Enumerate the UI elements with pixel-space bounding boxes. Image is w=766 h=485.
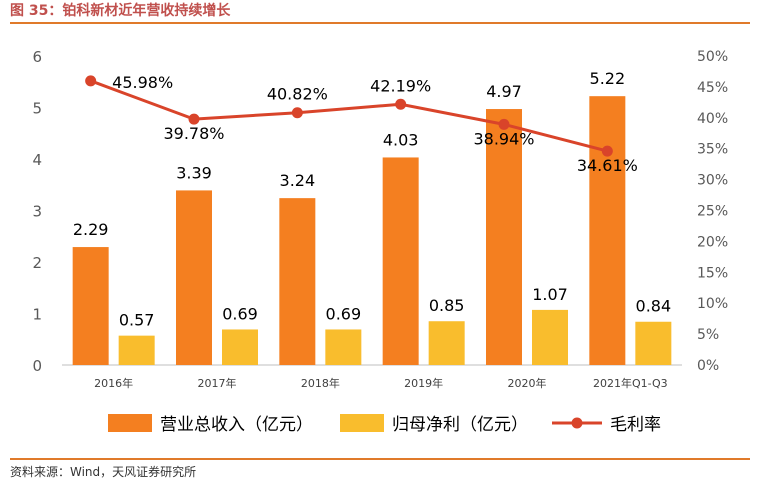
y-tick-label: 4	[32, 151, 42, 169]
y2-tick-label: 35%	[697, 142, 728, 158]
net-profit-data-label: 0.57	[119, 311, 155, 330]
y2-tick-label: 20%	[697, 234, 728, 250]
y-tick-label: 5	[32, 100, 42, 118]
revenue-bar	[486, 109, 522, 365]
legend-label-revenue: 营业总收入（亿元）	[160, 415, 313, 435]
gross-margin-point	[188, 113, 200, 125]
revenue-data-label: 3.39	[176, 163, 212, 182]
x-tick-label: 2016年	[94, 376, 133, 390]
revenue-data-label: 4.97	[486, 82, 522, 101]
x-tick-label: 2019年	[404, 376, 443, 390]
y2-tick-label: 0%	[697, 358, 719, 374]
gross-margin-data-label: 45.98%	[112, 73, 173, 92]
gross-margin-point	[291, 107, 303, 119]
y2-tick-label: 15%	[697, 265, 728, 281]
gross-margin-line	[90, 79, 608, 153]
net-profit-data-label: 0.69	[222, 304, 258, 323]
y2-tick-label: 45%	[697, 80, 728, 96]
net-profit-data-label: 1.07	[532, 285, 568, 304]
y2-tick-label: 10%	[697, 296, 728, 312]
net-profit-data-label: 0.84	[636, 297, 672, 316]
y2-tick-label: 5%	[697, 327, 719, 343]
y-tick-label: 0	[32, 357, 42, 375]
gross-margin-point	[395, 98, 407, 110]
y-tick-label: 1	[32, 306, 42, 324]
chart-axes: 0 1 2 3 4 5 6 0% 5% 10% 15% 20% 25% 30% 35% 40% 45% 50% 20…	[32, 48, 728, 390]
legend-swatch-margin-point	[571, 417, 583, 429]
net-profit-data-label: 0.69	[326, 304, 362, 323]
top-divider	[10, 22, 750, 24]
x-tick-label: 2018年	[301, 376, 340, 390]
legend-swatch-net-profit	[340, 414, 384, 432]
gross-margin-point	[601, 145, 613, 157]
revenue-bar	[72, 247, 109, 365]
source-note: 资料来源：Wind，天风证券研究所	[10, 465, 197, 479]
net-profit-bar	[325, 329, 362, 365]
gross-margin-point	[498, 118, 510, 130]
net-profit-bar	[532, 309, 568, 365]
revenue-data-label: 5.22	[590, 69, 626, 88]
x-tick-label: 2021年Q1-Q3	[593, 376, 668, 390]
revenue-bar	[176, 190, 212, 365]
legend-label-net-profit: 归母净利（亿元）	[392, 415, 528, 435]
figure-title: 图 35：铂科新材近年营收持续增长	[10, 3, 231, 19]
y2-tick-label: 25%	[697, 204, 728, 220]
y-tick-label: 6	[32, 48, 42, 66]
net-profit-bar	[118, 335, 155, 365]
bar-series	[72, 96, 672, 366]
revenue-data-label: 3.24	[280, 171, 316, 190]
revenue-bar	[279, 198, 316, 365]
y2-tick-label: 30%	[697, 173, 728, 189]
y2-tick-label: 50%	[697, 49, 728, 65]
chart-legend: 营业总收入（亿元） 归母净利（亿元） 毛利率	[108, 414, 661, 435]
revenue-bar	[589, 96, 626, 366]
net-profit-bar	[428, 321, 465, 365]
net-profit-data-label: 0.85	[429, 296, 465, 315]
gross-margin-data-label: 34.61%	[577, 156, 638, 175]
x-tick-label: 2017年	[198, 376, 237, 390]
legend-label-margin: 毛利率	[610, 415, 661, 435]
revenue-data-label: 2.29	[73, 220, 109, 239]
x-tick-label: 2020年	[508, 376, 547, 390]
net-profit-bar	[635, 321, 672, 365]
y-tick-label: 3	[32, 203, 42, 221]
gross-margin-data-label: 40.82%	[267, 85, 328, 104]
gross-margin-data-label: 39.78%	[163, 124, 224, 143]
y-tick-label: 2	[32, 254, 42, 272]
gross-margin-data-label: 42.19%	[370, 76, 431, 95]
gross-margin-point	[85, 75, 97, 87]
net-profit-bar	[222, 329, 258, 365]
revenue-bar	[382, 157, 419, 365]
data-labels: 2.29 0.57 3.39 0.69 3.24 0.69 4.03 0.85 4.97 1.07…	[73, 69, 671, 329]
gross-margin-data-label: 38.94%	[473, 129, 534, 148]
legend-swatch-revenue	[108, 414, 152, 432]
revenue-data-label: 4.03	[383, 130, 419, 149]
bottom-divider	[10, 458, 750, 460]
line-series	[85, 75, 613, 157]
y2-tick-label: 40%	[697, 111, 728, 127]
